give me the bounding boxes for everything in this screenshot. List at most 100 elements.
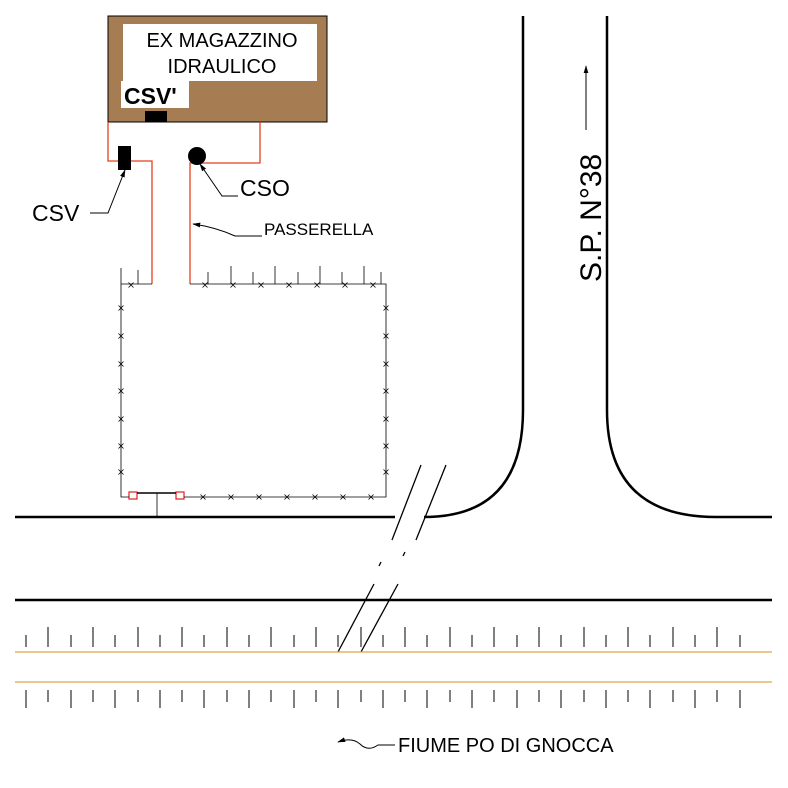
csv-marker xyxy=(118,146,131,170)
river xyxy=(15,627,772,708)
fence-cross-mark xyxy=(258,282,264,288)
roads xyxy=(15,16,772,602)
passerella-leader xyxy=(192,222,262,237)
building-label-line1: EX MAGAZZINO xyxy=(146,30,297,52)
fence-cross-mark xyxy=(383,416,389,422)
fence-cross-mark xyxy=(383,388,389,394)
fence-cross-mark xyxy=(230,282,236,288)
fence-cross-mark xyxy=(118,361,124,367)
fence-cross-stroke xyxy=(286,282,292,288)
fence-cross-mark xyxy=(286,282,292,288)
fence-cross-stroke xyxy=(284,494,290,500)
road-junction-right-curve xyxy=(605,16,772,519)
fence-cross-stroke xyxy=(368,494,374,500)
cso-label: CSO xyxy=(240,175,290,201)
fence-cross-stroke xyxy=(258,282,264,288)
leader-lines xyxy=(90,65,589,749)
fence-cross-mark xyxy=(383,469,389,475)
fence-cross-stroke xyxy=(383,443,389,449)
fence-cross-stroke xyxy=(200,494,206,500)
fence-cross-mark xyxy=(383,305,389,311)
fence-cross-mark xyxy=(312,494,318,500)
fence-cross-stroke xyxy=(342,282,348,288)
fence-cross-stroke xyxy=(312,494,318,500)
river-label: FIUME PO DI GNOCCA xyxy=(398,735,614,757)
fence-cross-stroke xyxy=(118,361,124,367)
pipe-network xyxy=(107,122,261,500)
fence-cross-mark xyxy=(118,416,124,422)
footbridge-line-c xyxy=(337,583,375,653)
fence-cross-stroke xyxy=(383,416,389,422)
fence-cross-mark xyxy=(128,282,134,288)
fence-gate-marker-left xyxy=(128,491,138,500)
fence-cross-mark xyxy=(118,388,124,394)
fence-cross-stroke xyxy=(118,443,124,449)
fence-cross-stroke xyxy=(383,305,389,311)
fence-ticks xyxy=(120,266,382,284)
footbridge xyxy=(337,464,447,653)
fence-cross-mark xyxy=(202,282,208,288)
fence-cross-mark xyxy=(256,494,262,500)
fence-cross-stroke xyxy=(383,469,389,475)
fence-cross-mark xyxy=(200,494,206,500)
csv-prime-label-box xyxy=(121,81,189,108)
footbridge-line-d xyxy=(360,583,399,653)
fence-cross-stroke xyxy=(118,469,124,475)
fence-cross-mark xyxy=(383,443,389,449)
fence-enclosure xyxy=(118,266,389,518)
footbridge-line-b xyxy=(415,464,447,541)
river-bank-ticks-upper xyxy=(25,627,741,647)
fence-cross-mark xyxy=(340,494,346,500)
fence-cross-mark xyxy=(118,469,124,475)
footbridge-line-a xyxy=(391,464,422,541)
river-bank-ticks-lower xyxy=(25,690,741,708)
fence-cross-stroke xyxy=(370,282,376,288)
fence-cross-stroke xyxy=(128,282,134,288)
fence-gate-marker-right xyxy=(175,491,185,500)
road-junction-left-curve xyxy=(423,16,525,519)
fence-cross-stroke xyxy=(383,388,389,394)
cso-marker xyxy=(188,147,206,165)
fence-cross-stroke xyxy=(118,388,124,394)
passerella-label: PASSERELLA xyxy=(264,220,374,239)
csv-label: CSV xyxy=(32,200,80,226)
river-leader xyxy=(337,737,395,749)
fence-left-side xyxy=(120,284,129,498)
road-label: S.P. N°38 xyxy=(575,154,608,282)
building: EX MAGAZZINO IDRAULICO CSV' xyxy=(107,15,328,123)
fence-cross-stroke xyxy=(202,282,208,288)
fence-cross-mark xyxy=(284,494,290,500)
fence-crosses xyxy=(118,282,389,500)
csv-prime-marker xyxy=(145,111,167,122)
pipe-right xyxy=(189,122,261,284)
fence-cross-stroke xyxy=(256,494,262,500)
fence-cross-mark xyxy=(342,282,348,288)
fence-cross-stroke xyxy=(314,282,320,288)
fence-cross-mark xyxy=(228,494,234,500)
footbridge-dash-1 xyxy=(402,551,406,557)
cso-leader xyxy=(199,163,238,197)
fence-cross-stroke xyxy=(383,361,389,367)
fence-cross-stroke xyxy=(118,333,124,339)
footbridge-dash-2 xyxy=(378,561,382,567)
fence-cross-stroke xyxy=(228,494,234,500)
fence-main xyxy=(184,283,387,498)
fence-cross-mark xyxy=(383,333,389,339)
fence-cross-mark xyxy=(370,282,376,288)
fence-cross-mark xyxy=(314,282,320,288)
building-label-box xyxy=(123,24,317,81)
fence-cross-mark xyxy=(118,305,124,311)
fence-cross-stroke xyxy=(118,416,124,422)
fence-cross-stroke xyxy=(383,333,389,339)
fence-cross-stroke xyxy=(118,305,124,311)
fence-cross-mark xyxy=(383,361,389,367)
fence-cross-mark xyxy=(118,443,124,449)
csv-prime-label: CSV' xyxy=(124,83,177,109)
fence-cross-stroke xyxy=(230,282,236,288)
csv-leader xyxy=(90,169,126,214)
fence-cross-stroke xyxy=(340,494,346,500)
fence-cross-mark xyxy=(368,494,374,500)
building-label-line2: IDRAULICO xyxy=(168,56,277,78)
fence-cross-mark xyxy=(118,333,124,339)
